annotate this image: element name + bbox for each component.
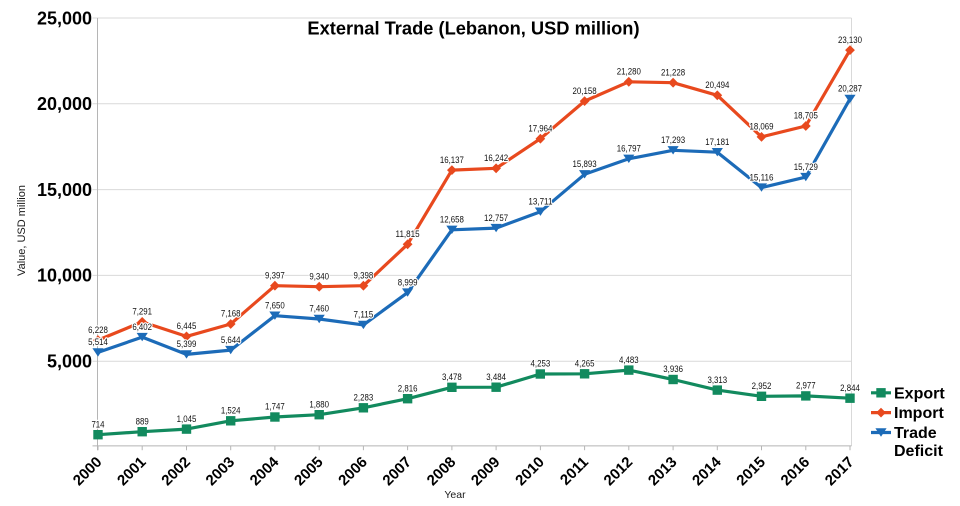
svg-text:12,658: 12,658 xyxy=(440,215,464,226)
svg-text:9,340: 9,340 xyxy=(309,271,329,282)
svg-text:15,893: 15,893 xyxy=(573,159,597,170)
svg-text:2,844: 2,844 xyxy=(840,383,860,394)
svg-text:20,287: 20,287 xyxy=(838,84,862,95)
svg-text:5,644: 5,644 xyxy=(221,335,241,346)
svg-text:7,291: 7,291 xyxy=(132,307,152,318)
svg-text:17,964: 17,964 xyxy=(528,123,553,134)
svg-text:2,816: 2,816 xyxy=(398,383,418,394)
svg-text:18,705: 18,705 xyxy=(794,111,818,122)
svg-text:17,181: 17,181 xyxy=(705,137,729,148)
svg-text:Deficit: Deficit xyxy=(894,443,944,460)
svg-text:4,265: 4,265 xyxy=(575,359,595,370)
svg-text:4,483: 4,483 xyxy=(619,355,639,366)
svg-text:7,650: 7,650 xyxy=(265,300,285,311)
svg-text:15,000: 15,000 xyxy=(37,180,92,200)
svg-text:25,000: 25,000 xyxy=(37,8,92,28)
svg-text:12,757: 12,757 xyxy=(484,213,508,224)
svg-text:3,936: 3,936 xyxy=(663,364,683,375)
svg-text:20,158: 20,158 xyxy=(573,86,597,97)
svg-text:2,283: 2,283 xyxy=(354,393,374,404)
svg-text:External Trade (Lebanon, USD m: External Trade (Lebanon, USD million) xyxy=(307,18,639,39)
svg-text:3,313: 3,313 xyxy=(707,375,727,386)
svg-text:3,478: 3,478 xyxy=(442,372,462,383)
svg-text:3,484: 3,484 xyxy=(486,372,506,383)
svg-text:7,168: 7,168 xyxy=(221,309,241,320)
svg-text:1,045: 1,045 xyxy=(177,414,197,425)
svg-text:6,402: 6,402 xyxy=(132,322,152,333)
svg-text:Value, USD million: Value, USD million xyxy=(16,185,28,276)
svg-text:6,228: 6,228 xyxy=(88,325,108,336)
svg-text:1,880: 1,880 xyxy=(309,399,329,410)
svg-text:13,711: 13,711 xyxy=(528,196,552,207)
svg-text:889: 889 xyxy=(136,416,149,427)
svg-text:17,293: 17,293 xyxy=(661,135,685,146)
svg-text:5,399: 5,399 xyxy=(177,339,197,350)
svg-text:1,747: 1,747 xyxy=(265,402,285,413)
svg-text:Trade: Trade xyxy=(894,425,937,442)
svg-text:9,397: 9,397 xyxy=(265,270,285,281)
svg-text:11,815: 11,815 xyxy=(396,229,420,240)
svg-text:21,280: 21,280 xyxy=(617,67,641,78)
svg-text:10,000: 10,000 xyxy=(37,266,92,286)
svg-text:6,445: 6,445 xyxy=(177,321,197,332)
svg-text:1,524: 1,524 xyxy=(221,406,241,417)
svg-text:16,797: 16,797 xyxy=(617,144,641,155)
svg-text:23,130: 23,130 xyxy=(838,35,862,46)
svg-text:Import: Import xyxy=(894,405,944,422)
svg-text:Export: Export xyxy=(894,385,945,402)
svg-text:20,494: 20,494 xyxy=(705,80,730,91)
svg-text:2,977: 2,977 xyxy=(796,381,816,392)
svg-text:7,115: 7,115 xyxy=(354,310,374,321)
svg-text:20,000: 20,000 xyxy=(37,94,92,114)
svg-text:Year: Year xyxy=(444,489,466,501)
svg-text:5,514: 5,514 xyxy=(88,337,108,348)
svg-text:714: 714 xyxy=(91,419,105,430)
svg-text:15,729: 15,729 xyxy=(794,162,818,173)
svg-text:18,069: 18,069 xyxy=(749,122,773,133)
svg-text:5,000: 5,000 xyxy=(47,352,92,372)
svg-text:16,242: 16,242 xyxy=(484,153,508,164)
svg-text:15,116: 15,116 xyxy=(749,172,773,183)
svg-text:16,137: 16,137 xyxy=(440,155,464,166)
svg-text:21,228: 21,228 xyxy=(661,67,685,78)
svg-text:7,460: 7,460 xyxy=(309,304,329,315)
svg-text:8,999: 8,999 xyxy=(398,277,418,288)
svg-text:9,398: 9,398 xyxy=(354,270,374,281)
svg-text:2,952: 2,952 xyxy=(752,381,772,392)
svg-text:4,253: 4,253 xyxy=(531,359,551,370)
